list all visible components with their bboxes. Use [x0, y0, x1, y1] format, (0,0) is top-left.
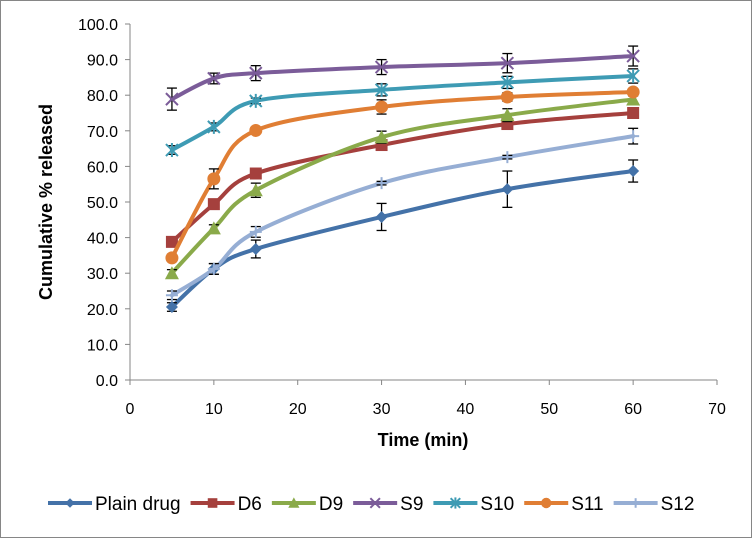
legend-item-s12: S12 — [613, 494, 695, 515]
data-point-s10 — [165, 143, 179, 158]
y-axis-title: Cumulative % released — [36, 104, 56, 300]
series-line-d9 — [169, 97, 636, 276]
legend-label: S11 — [571, 494, 603, 515]
y-tick-label: 60.0 — [87, 159, 118, 176]
y-tick-label: 20.0 — [87, 302, 118, 319]
legend: Plain drug D6 D9 S9 S10 S11 S12 — [48, 494, 694, 515]
legend-item-d9: D9 — [271, 494, 343, 515]
legend-item-d6: D6 — [190, 494, 262, 515]
data-point-d9 — [248, 183, 263, 197]
data-point-s10 — [207, 119, 221, 134]
legend-label: Plain drug — [95, 494, 181, 515]
series-s11 — [165, 85, 640, 265]
data-point-s12 — [627, 130, 640, 143]
data-point-s11 — [375, 100, 389, 114]
legend-item-s10: S10 — [433, 494, 514, 515]
x-tick-label: 70 — [708, 401, 726, 418]
data-point-s10 — [249, 93, 263, 108]
x-tick-label: 40 — [457, 401, 475, 418]
legend-swatch-marker — [369, 497, 381, 509]
y-tick-label: 10.0 — [87, 337, 118, 354]
x-tick-label: 20 — [289, 401, 307, 418]
plot-area — [164, 45, 641, 314]
data-point-s11 — [165, 251, 179, 265]
y-axis: 0.0 10.0 20.0 30.0 40.0 50.0 60.0 70.0 80.0 90.0 1… — [78, 17, 131, 390]
legend-label: S9 — [400, 494, 423, 515]
data-point-d9 — [374, 130, 389, 144]
y-tick-label: 100.0 — [78, 17, 118, 34]
x-tick-label: 50 — [540, 401, 558, 418]
y-tick-label: 80.0 — [87, 88, 118, 105]
x-axis: 0 10 20 30 40 50 60 70 — [126, 379, 726, 418]
data-point-plain-drug — [627, 165, 640, 178]
data-point-d6 — [165, 235, 178, 248]
data-point-s12 — [165, 289, 178, 302]
series-s9 — [165, 45, 640, 111]
series-s12 — [165, 127, 640, 302]
legend-swatch-marker — [541, 497, 552, 509]
data-point-s11 — [626, 85, 640, 99]
legend-label: D6 — [238, 494, 262, 515]
data-point-plain-drug — [501, 183, 514, 196]
data-point-d9 — [626, 92, 641, 106]
data-point-s10 — [500, 75, 515, 90]
y-tick-label: 0.0 — [96, 373, 118, 390]
legend-swatch-marker — [207, 498, 218, 508]
data-point-s9 — [165, 92, 179, 106]
y-tick-label: 70.0 — [87, 124, 118, 141]
data-point-d6 — [207, 198, 220, 211]
data-point-s12 — [501, 151, 514, 164]
data-point-s10 — [374, 82, 389, 97]
legend-swatch-marker — [288, 497, 300, 508]
y-tick-label: 40.0 — [87, 231, 118, 248]
data-point-s11 — [500, 90, 514, 104]
legend-label: D9 — [319, 494, 343, 515]
data-point-d6 — [627, 107, 640, 119]
data-point-s12 — [207, 262, 220, 275]
x-tick-label: 0 — [126, 401, 135, 418]
data-point-d6 — [249, 167, 262, 180]
legend-item-s9: S9 — [353, 494, 423, 515]
data-point-s11 — [207, 172, 221, 186]
data-point-plain-drug — [249, 242, 262, 255]
legend-swatch-marker — [630, 498, 641, 508]
data-point-s9 — [249, 66, 263, 80]
legend-swatch-marker — [65, 498, 75, 508]
data-point-s10 — [626, 68, 640, 83]
data-point-s9 — [374, 60, 389, 74]
legend-label: S12 — [661, 494, 695, 515]
y-tick-label: 90.0 — [87, 53, 118, 70]
y-tick-label: 30.0 — [87, 266, 118, 283]
y-tick-label: 50.0 — [87, 195, 118, 212]
legend-item-s11: S11 — [524, 494, 604, 515]
x-tick-label: 10 — [205, 401, 223, 418]
data-point-d9 — [500, 108, 515, 122]
legend-label: S10 — [480, 494, 514, 515]
series-s10 — [165, 68, 640, 158]
series-line-s12 — [169, 134, 636, 298]
data-point-s9 — [500, 56, 515, 70]
data-point-s9 — [626, 49, 640, 63]
x-tick-label: 60 — [624, 401, 642, 418]
data-point-plain-drug — [375, 210, 388, 223]
legend-swatch-marker — [449, 497, 461, 509]
data-point-d9 — [206, 221, 221, 235]
x-axis-title: Time (min) — [378, 430, 469, 450]
data-point-plain-drug — [165, 301, 178, 314]
data-point-s11 — [249, 123, 263, 137]
data-point-s9 — [207, 71, 221, 86]
series-d9 — [164, 92, 641, 280]
data-point-d9 — [164, 266, 179, 280]
legend-item-plain-drug: Plain drug — [48, 494, 181, 515]
x-tick-label: 30 — [373, 401, 391, 418]
data-point-s12 — [375, 177, 388, 190]
data-point-s12 — [249, 225, 262, 238]
